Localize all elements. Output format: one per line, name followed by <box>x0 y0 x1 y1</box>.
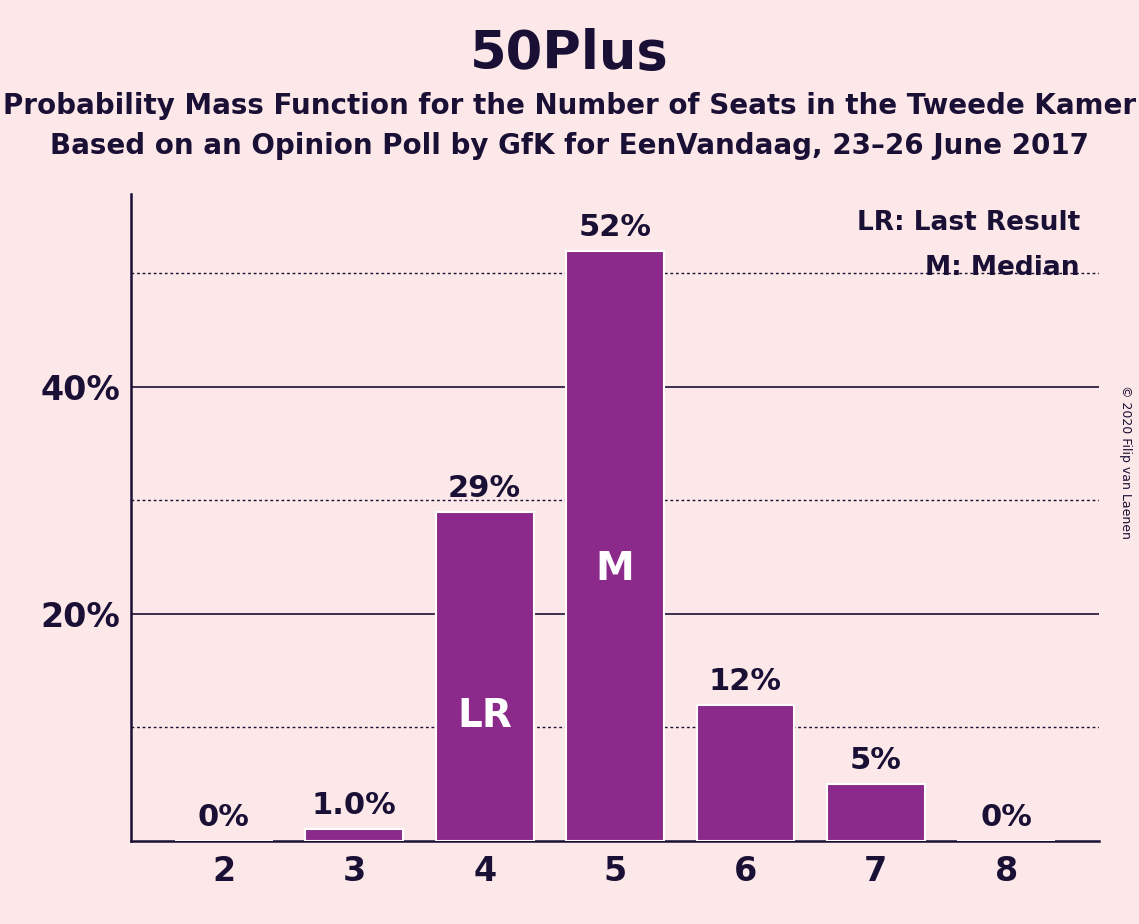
Bar <box>305 830 403 841</box>
Text: 52%: 52% <box>579 213 652 242</box>
Bar <box>436 512 533 841</box>
Bar <box>566 250 664 841</box>
Bar <box>697 705 794 841</box>
Text: 50Plus: 50Plus <box>470 28 669 79</box>
Text: LR: LR <box>457 697 513 735</box>
Text: M: Median: M: Median <box>925 255 1080 282</box>
Bar <box>827 784 925 841</box>
Text: M: M <box>596 551 634 589</box>
Text: © 2020 Filip van Laenen: © 2020 Filip van Laenen <box>1118 385 1132 539</box>
Text: 5%: 5% <box>850 746 902 775</box>
Text: 29%: 29% <box>448 474 522 503</box>
Text: Probability Mass Function for the Number of Seats in the Tweede Kamer: Probability Mass Function for the Number… <box>3 92 1136 120</box>
Text: 1.0%: 1.0% <box>312 792 396 821</box>
Text: 12%: 12% <box>708 666 782 696</box>
Text: 0%: 0% <box>198 803 249 832</box>
Text: 0%: 0% <box>981 803 1032 832</box>
Text: Based on an Opinion Poll by GfK for EenVandaag, 23–26 June 2017: Based on an Opinion Poll by GfK for EenV… <box>50 132 1089 160</box>
Text: LR: Last Result: LR: Last Result <box>857 211 1080 237</box>
